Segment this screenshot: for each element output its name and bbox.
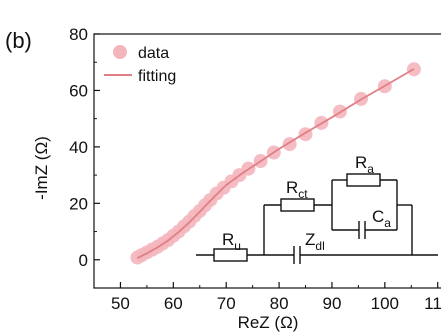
legend-data-label: data (138, 45, 169, 62)
data-series (130, 62, 421, 265)
label-ra: Ra (355, 153, 374, 176)
fitting-line (136, 68, 415, 259)
y-tick-labels: 0 20 40 60 80 (69, 25, 88, 270)
x-tick-label: 100 (371, 294, 399, 313)
x-tick-label: 70 (217, 294, 236, 313)
x-tick-labels: 50 60 70 80 90 100 110 (111, 294, 441, 313)
label-ru: Ru (222, 230, 241, 253)
plot-frame (93, 33, 441, 289)
x-tick-label: 90 (322, 294, 341, 313)
x-tick-label: 60 (164, 294, 183, 313)
y-tick-label: 40 (69, 138, 88, 157)
y-tick-label: 0 (79, 251, 88, 270)
label-zdl: Zdl (305, 230, 325, 253)
x-tick-label: 80 (270, 294, 289, 313)
legend-fit-label: fitting (138, 68, 176, 85)
fitting-series (136, 68, 415, 259)
resistor-ru (213, 248, 248, 262)
axis-ticks (93, 33, 439, 289)
y-tick-label: 20 (69, 194, 88, 213)
y-tick-label: 80 (69, 25, 88, 44)
equivalent-circuit (196, 173, 438, 264)
x-tick-label: 50 (111, 294, 130, 313)
y-axis-title: -ImZ (Ω) (32, 136, 51, 200)
x-tick-label: 110 (424, 294, 441, 313)
x-axis-title: ReZ (Ω) (238, 313, 299, 332)
label-rct: Rct (286, 178, 308, 201)
resistor-ra (346, 173, 381, 187)
label-ca: Ca (372, 207, 391, 230)
legend: data fitting (104, 45, 176, 85)
y-tick-label: 60 (69, 81, 88, 100)
panel-label: (b) (5, 28, 32, 53)
legend-data-marker (113, 45, 127, 59)
